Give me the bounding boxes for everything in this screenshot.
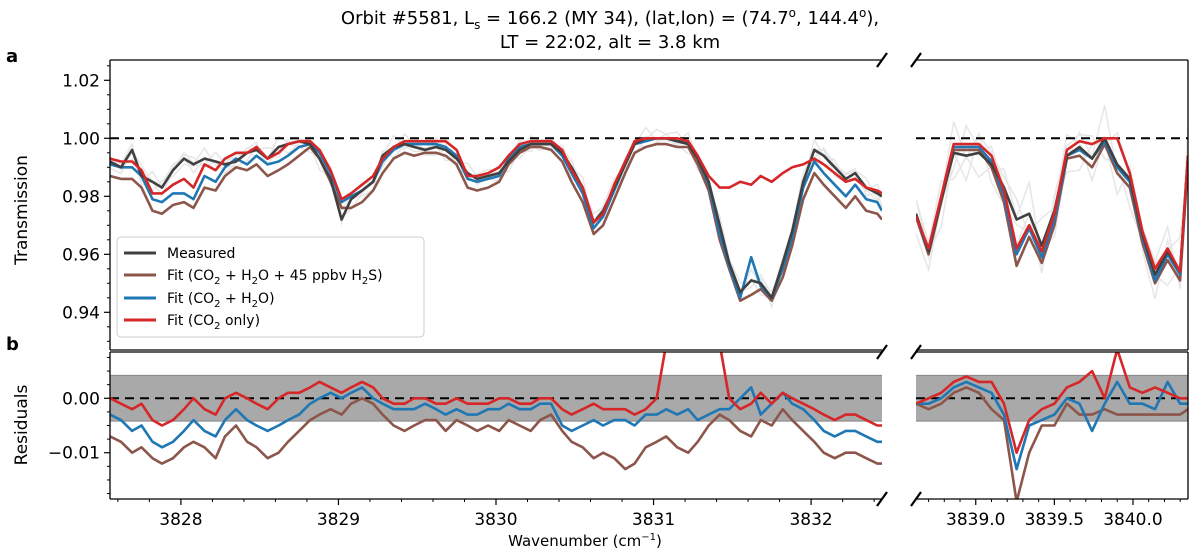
residual-line-res_h2o xyxy=(110,386,882,449)
axis-ticks: 0.94 0.96 0.98 1.00 1.02 −0.01 0.00 3828 3829 383… xyxy=(48,65,1181,530)
legend-label-co2: Fit (CO2 only) xyxy=(167,313,260,332)
axis-break-mark xyxy=(876,344,888,360)
y-axis-label-residuals: Residuals xyxy=(12,385,32,466)
series-line-measured xyxy=(110,137,882,300)
panel-b-label: b xyxy=(6,334,19,355)
residual-line-res_co2 xyxy=(916,352,1188,454)
y-tick-top-label: 0.96 xyxy=(62,245,100,265)
x-tick-right-label: 3840.0 xyxy=(1103,510,1162,530)
axis-break-mark xyxy=(876,52,888,68)
legend-label-h2o: Fit (CO2 + H2O) xyxy=(167,291,275,310)
x-tick-left-label: 3830 xyxy=(474,510,517,530)
x-tick-left-label: 3831 xyxy=(632,510,675,530)
axis-break-mark xyxy=(876,491,888,507)
x-axis-label: Wavenumber (cm−1) xyxy=(508,532,662,550)
legend: Measured Fit (CO2 + H2O + 45 ppbv H2S) F… xyxy=(116,236,425,338)
top-right-plot xyxy=(916,105,1188,299)
y-tick-top-label: 1.00 xyxy=(62,129,100,149)
y-axis-label-transmission: Transmission xyxy=(12,155,32,266)
x-tick-right-label: 3839.5 xyxy=(1025,510,1084,530)
chart-title-line2: LT = 22:02, alt = 3.8 km xyxy=(500,32,720,53)
y-tick-bottom-label: 0.00 xyxy=(62,389,100,409)
axis-break-mark xyxy=(910,344,922,360)
x-tick-left-label: 3829 xyxy=(317,510,360,530)
bottom-right-plot xyxy=(916,352,1188,499)
y-tick-bottom-label: −0.01 xyxy=(48,444,100,464)
y-tick-top-label: 0.94 xyxy=(62,303,100,323)
series-line-co2 xyxy=(916,137,1188,273)
legend-label-h2s: Fit (CO2 + H2O + 45 ppbv H2S) xyxy=(167,268,383,287)
chart-title-line1: Orbit #5581, Ls = 166.2 (MY 34), (lat,lo… xyxy=(341,6,879,32)
x-tick-left-label: 3832 xyxy=(789,510,832,530)
panel-a-label: a xyxy=(6,46,18,67)
residual-line-res_h2s xyxy=(110,397,882,471)
bottom-left-plot xyxy=(110,352,882,471)
residual-line-res_h2s xyxy=(916,386,1188,499)
series-line-h2o xyxy=(110,137,882,300)
residual-line-res_h2o xyxy=(916,380,1188,471)
x-tick-right-label: 3839.0 xyxy=(946,510,1005,530)
series-line-h2s xyxy=(110,142,882,302)
top-left-plot xyxy=(110,126,882,310)
legend-label-measured: Measured xyxy=(167,246,235,262)
residual-line-res_co2 xyxy=(110,352,882,427)
axis-break-mark xyxy=(910,52,922,68)
axes-frames xyxy=(109,52,1189,507)
faint-spectrum-right xyxy=(916,105,1188,299)
y-tick-top-label: 0.98 xyxy=(62,187,100,207)
series-line-h2s xyxy=(916,142,1188,285)
series-line-co2 xyxy=(110,137,882,224)
axis-break-mark xyxy=(910,491,922,507)
y-tick-top-label: 1.02 xyxy=(62,71,100,91)
legend-frame xyxy=(116,236,425,338)
x-tick-left-label: 3828 xyxy=(159,510,202,530)
